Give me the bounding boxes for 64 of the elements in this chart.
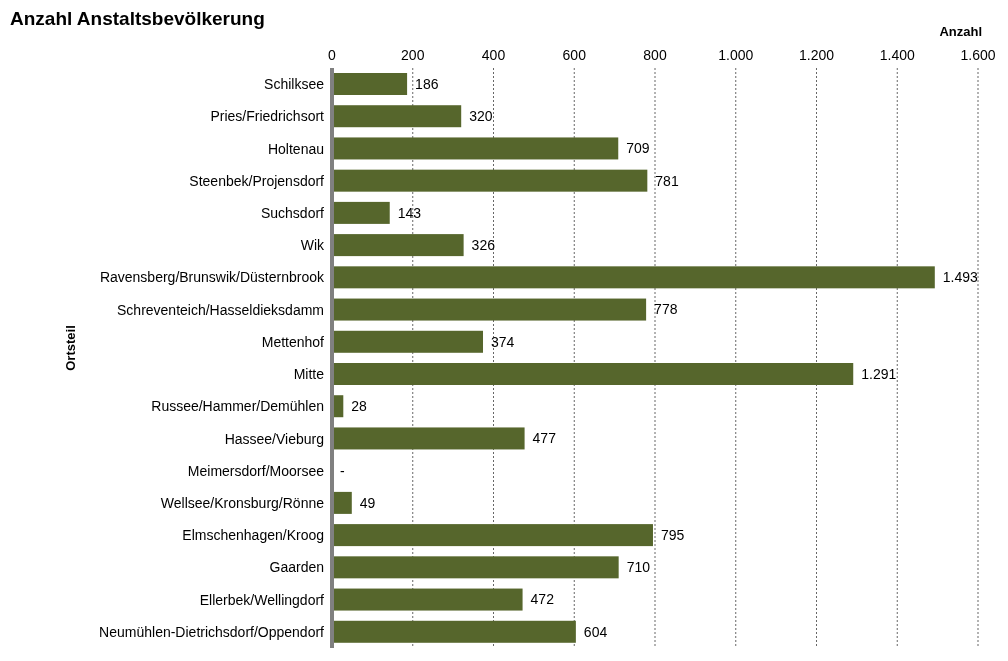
data-label: 28 bbox=[351, 398, 368, 415]
x-tick-label: 0 bbox=[328, 47, 337, 63]
data-label: 781 bbox=[655, 172, 679, 189]
bar bbox=[332, 524, 653, 547]
data-label: 143 bbox=[397, 204, 422, 221]
y-tick-label: Suchsdorf bbox=[260, 204, 325, 221]
bar bbox=[332, 137, 619, 160]
y-tick-label: Pries/Friedrichsort bbox=[210, 108, 325, 125]
bar bbox=[332, 266, 935, 289]
y-tick-label: Mitte bbox=[293, 366, 325, 383]
bar bbox=[332, 105, 462, 128]
bar bbox=[332, 363, 854, 385]
y-axis-title: Ortsteil bbox=[62, 325, 78, 371]
data-label: 795 bbox=[660, 527, 685, 544]
y-tick-label: Elmschenhagen/Kroog bbox=[182, 527, 324, 544]
bar bbox=[332, 330, 483, 353]
bar bbox=[332, 588, 523, 611]
y-tick-label: Wellsee/Kronsburg/Rönne bbox=[160, 494, 325, 511]
y-tick-label: Meimersdorf/Moorsee bbox=[187, 462, 325, 479]
x-tick-label: 800 bbox=[643, 47, 667, 63]
y-tick-label: Steenbek/Projensdorf bbox=[189, 172, 325, 189]
bar bbox=[332, 234, 464, 257]
y-tick-label: Gaarden bbox=[269, 559, 324, 576]
y-tick-label: Ellerbek/Wellingdorf bbox=[199, 591, 325, 608]
data-label: - bbox=[340, 462, 345, 479]
x-tick-label: 1.200 bbox=[798, 47, 835, 63]
y-tick-label: Hassee/Vieburg bbox=[224, 430, 324, 447]
data-label: 186 bbox=[415, 75, 439, 92]
bar bbox=[332, 491, 352, 514]
y-tick-label: Schreventeich/Hasseldieksdamm bbox=[117, 301, 324, 318]
y-tick-label: Mettenhof bbox=[261, 333, 325, 350]
bar bbox=[332, 298, 647, 321]
y-tick-label: Holtenau bbox=[267, 140, 324, 157]
x-tick-label: 1.600 bbox=[960, 47, 996, 63]
bar bbox=[332, 73, 408, 95]
data-label: 49 bbox=[359, 494, 376, 511]
y-tick-label: Schilksee bbox=[264, 76, 325, 93]
y-tick-label: Wik bbox=[300, 237, 325, 254]
x-tick-label: 1.000 bbox=[718, 47, 754, 63]
data-label: 326 bbox=[471, 237, 496, 254]
x-axis-title: Anzahl bbox=[939, 24, 982, 39]
bar bbox=[332, 201, 390, 224]
data-label: 374 bbox=[491, 333, 515, 350]
bar bbox=[332, 620, 576, 643]
x-tick-label: 600 bbox=[562, 47, 587, 63]
data-label: 709 bbox=[626, 140, 650, 157]
data-label: 477 bbox=[532, 430, 557, 447]
y-tick-label: Russee/Hammer/Demühlen bbox=[151, 398, 324, 415]
data-label: 778 bbox=[654, 301, 678, 318]
y-tick-label: Neumühlen-Dietrichsdorf/Oppendorf bbox=[99, 623, 325, 640]
x-tick-label: 200 bbox=[401, 47, 425, 63]
data-label: 604 bbox=[583, 623, 608, 640]
bar bbox=[332, 556, 619, 579]
data-label: 710 bbox=[626, 559, 651, 576]
data-label: 472 bbox=[530, 591, 555, 608]
bar bbox=[332, 427, 525, 450]
data-label: 320 bbox=[469, 108, 493, 125]
x-tick-label: 400 bbox=[481, 47, 506, 63]
data-label: 1.493 bbox=[942, 269, 979, 286]
x-tick-label: 1.400 bbox=[879, 47, 915, 63]
bar bbox=[332, 169, 648, 192]
data-label: 1.291 bbox=[861, 365, 897, 382]
y-tick-label: Ravensberg/Brunswik/Düsternbrook bbox=[99, 269, 325, 286]
text: Anzahl Anstaltsbevölkerung bbox=[10, 8, 265, 30]
